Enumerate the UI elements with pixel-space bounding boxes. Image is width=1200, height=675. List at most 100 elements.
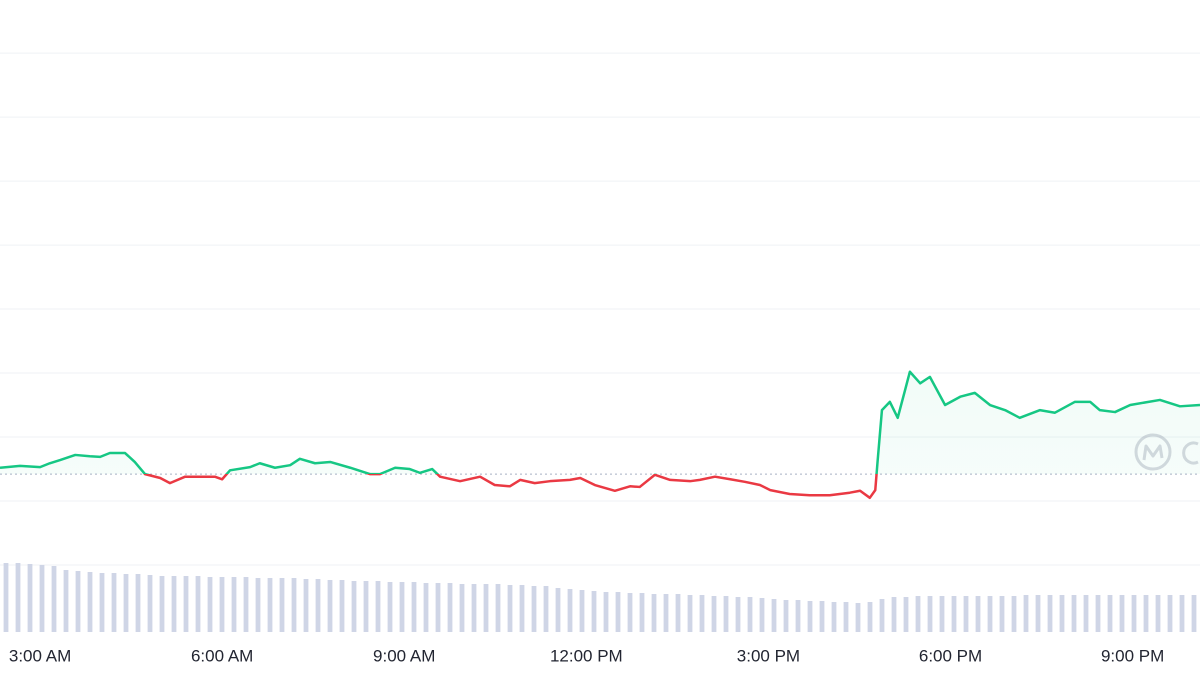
volume-bar [243,577,249,632]
x-tick-label: 3:00 AM [9,646,71,665]
volume-bar [1143,595,1149,632]
volume-bar [159,576,165,632]
volume-bar [783,600,789,632]
volume-bar [759,598,765,632]
volume-bar [1179,595,1185,632]
volume-bar [15,563,21,632]
price-line [0,370,1200,500]
volume-bar [807,601,813,632]
volume-bar [63,570,69,632]
volume-bar [891,597,897,632]
volume-bar [1011,596,1017,632]
volume-bar [855,603,861,632]
volume-bar [471,584,477,632]
volume-bar [375,581,381,632]
volume-bar [771,599,777,632]
volume-bar [735,597,741,632]
volume-bar [627,593,633,632]
volume-bar [351,581,357,632]
x-tick-label: 3:00 PM [737,646,800,665]
volume-bar [51,566,57,632]
volume-bar [219,577,225,632]
volume-bar [915,596,921,632]
volume-bar [747,597,753,632]
volume-bar [867,602,873,632]
volume-bar [135,574,141,632]
volume-bar [903,597,909,632]
volume-bar [423,583,429,632]
volume-bar [207,577,213,632]
volume-bar [255,578,261,632]
volume-bar [387,582,393,632]
volume-bar [543,586,549,632]
volume-bar [987,596,993,632]
volume-bar [663,594,669,632]
volume-bar [999,596,1005,632]
volume-bar [1023,595,1029,632]
volume-bar [87,572,93,632]
volume-bar [1035,595,1041,632]
volume-bar [231,577,237,632]
volume-bar [3,563,9,632]
volume-bar [975,596,981,632]
volume-bar [567,589,573,632]
volume-bar [723,596,729,632]
volume-bar [99,573,105,632]
x-tick-label: 9:00 PM [1101,646,1164,665]
volume-bar [303,579,309,632]
grid [0,52,1200,566]
volume-bar [1095,595,1101,632]
volume-bar [1155,595,1161,632]
volume-bar [267,578,273,632]
volume-bar [1131,595,1137,632]
volume-bar [939,596,945,632]
volume-bar [483,584,489,632]
volume-bar [195,576,201,632]
volume-bar [507,585,513,632]
volume-bar [1119,595,1125,632]
volume-bar [435,583,441,632]
volume-bar [675,594,681,632]
volume-bar [603,592,609,632]
volume-bar [339,580,345,632]
volume-bar [75,571,81,632]
volume-bar [183,576,189,632]
volume-bar [951,596,957,632]
volume-bar [111,573,117,632]
volume-bar [1059,595,1065,632]
volume-bar [1083,595,1089,632]
volume-bar [147,575,153,632]
volume-bars [3,563,1197,632]
volume-bar [315,579,321,632]
volume-bar [447,583,453,632]
x-tick-label: 12:00 PM [550,646,623,665]
volume-bar [687,595,693,632]
x-axis: 3:00 AM 6:00 AM 9:00 AM 12:00 PM 3:00 PM 6:00… [9,646,1164,665]
volume-bar [1167,595,1173,632]
volume-bar [615,592,621,632]
volume-bar [495,584,501,632]
volume-bar [459,584,465,632]
volume-bar [279,578,285,632]
volume-bar [327,580,333,632]
volume-bar [411,582,417,632]
volume-bar [1047,595,1053,632]
volume-bar [1107,595,1113,632]
watermark-logo [1134,433,1199,471]
x-tick-label: 6:00 AM [191,646,253,665]
price-area [0,371,1200,498]
volume-bar [291,578,297,632]
volume-bar [1071,595,1077,632]
volume-bar [843,602,849,632]
volume-bar [879,599,885,632]
volume-bar [579,590,585,632]
x-tick-label: 9:00 AM [373,646,435,665]
volume-bar [171,576,177,632]
volume-bar [123,574,129,632]
volume-bar [831,602,837,632]
volume-bar [927,596,933,632]
volume-bar [639,593,645,632]
volume-bar [711,596,717,632]
